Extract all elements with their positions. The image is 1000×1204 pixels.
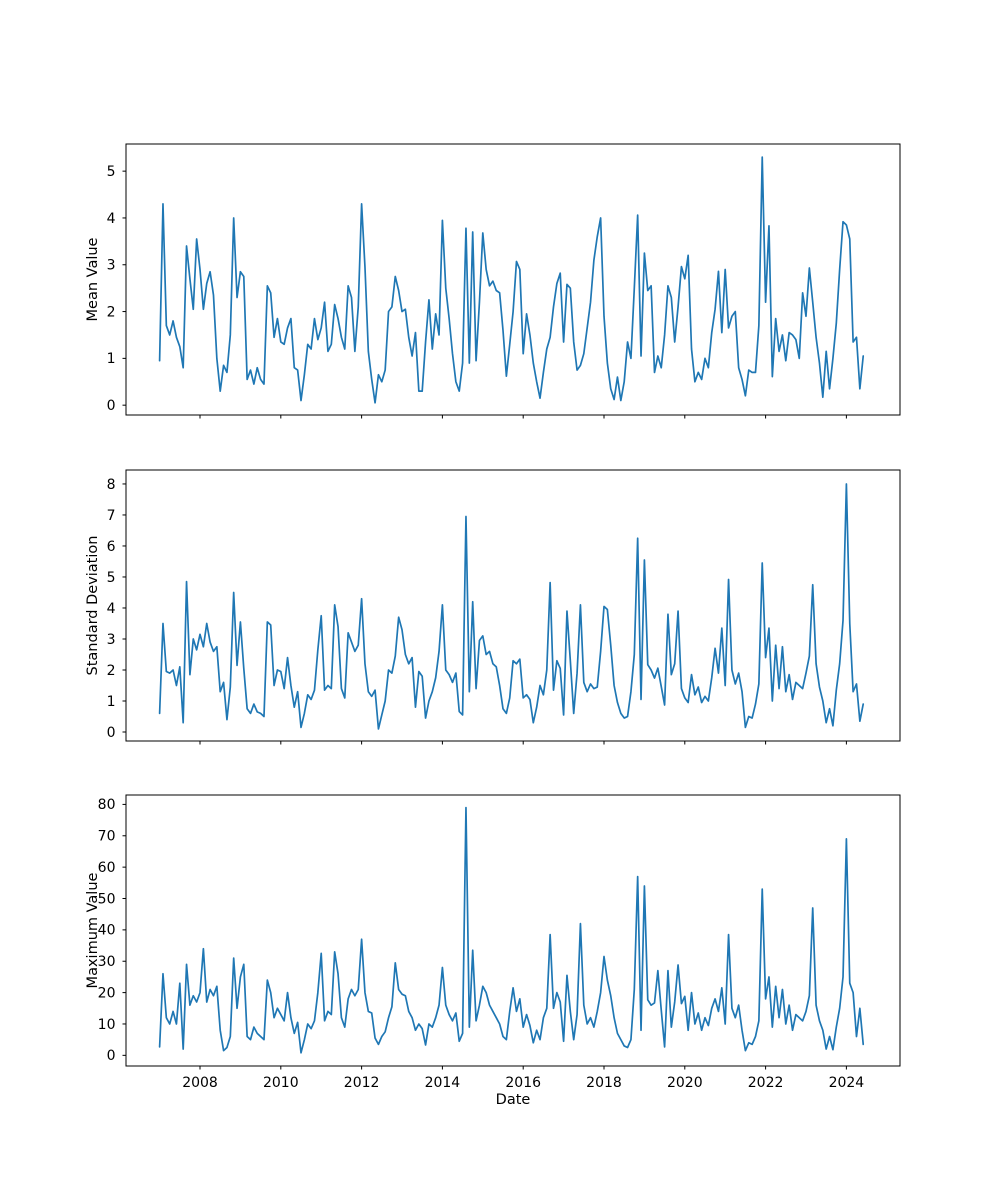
- y-tick-label: 3: [107, 632, 116, 648]
- y-axis-label-maximum-value: Maximum Value: [85, 872, 101, 988]
- y-tick-label: 30: [98, 954, 116, 970]
- x-tick-label: 2022: [748, 1075, 784, 1091]
- plot-border: [125, 469, 901, 742]
- y-tick-label: 50: [98, 891, 116, 907]
- y-tick-label: 1: [107, 694, 116, 710]
- y-tick-label: 60: [98, 860, 116, 876]
- y-tick-label: 5: [107, 570, 116, 586]
- y-tick-label: 70: [98, 829, 116, 845]
- subplot-maximum-value: 0 10 20 30 40 50 60 70 80 2008 2010 2012 2014 2016 201…: [85, 794, 901, 1091]
- y-tick-label: 3: [107, 258, 116, 274]
- x-tick-label: 2020: [667, 1075, 703, 1091]
- x-tick-label: 2014: [425, 1075, 461, 1091]
- x-tick-label: 2016: [505, 1075, 541, 1091]
- subplot-mean-value: 0 1 2 3 4 5 Mean Value: [85, 143, 901, 419]
- y-tick-label: 0: [107, 398, 116, 414]
- standard-deviation-line: [158, 483, 865, 730]
- x-tick-label: 2018: [586, 1075, 622, 1091]
- x-tick-label: 2024: [829, 1075, 865, 1091]
- x-tick-label: 2010: [263, 1075, 299, 1091]
- maximum-value-line: [158, 806, 865, 1054]
- y-tick-label: 2: [107, 304, 116, 320]
- y-tick-label: 6: [107, 539, 116, 555]
- x-tick-label: 2008: [182, 1075, 218, 1091]
- subplot-standard-deviation: 0 1 2 3 4 5 6 7 8 Standard Deviation: [85, 469, 901, 745]
- y-tick-label: 40: [98, 923, 116, 939]
- plot-border: [125, 143, 901, 416]
- y-tick-label: 20: [98, 985, 116, 1001]
- y-tick-label: 4: [107, 211, 116, 227]
- y-tick-label: 8: [107, 477, 116, 493]
- y-tick-label: 0: [107, 725, 116, 741]
- y-tick-label: 0: [107, 1048, 116, 1064]
- y-tick-label: 2: [107, 663, 116, 679]
- x-axis-label: Date: [496, 1092, 531, 1108]
- y-axis-label-standard-deviation: Standard Deviation: [85, 536, 101, 676]
- mean-value-line: [158, 156, 865, 404]
- y-tick-label: 5: [107, 164, 116, 180]
- y-tick-label: 10: [98, 1017, 116, 1033]
- y-tick-label: 80: [98, 797, 116, 813]
- plot-border: [125, 794, 901, 1067]
- y-tick-label: 1: [107, 351, 116, 367]
- y-tick-label: 7: [107, 508, 116, 524]
- y-axis-label-mean-value: Mean Value: [85, 237, 101, 321]
- x-tick-label: 2012: [344, 1075, 380, 1091]
- y-tick-label: 4: [107, 601, 116, 617]
